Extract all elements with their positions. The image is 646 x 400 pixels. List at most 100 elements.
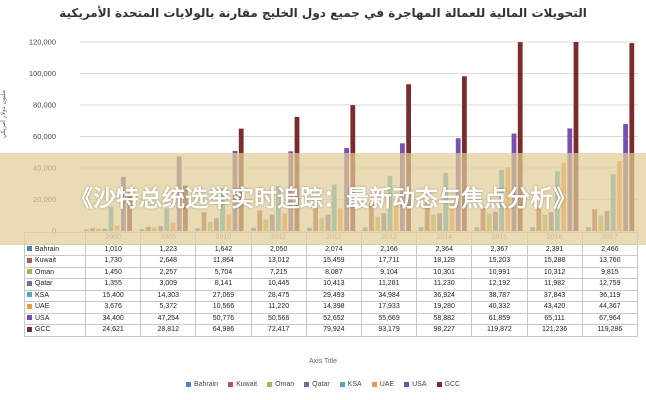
legend-swatch — [371, 381, 377, 387]
table-row: Qatar 1,355 3,009 8,141 10,445 10,413 11,281 11… — [24, 278, 639, 291]
data-table: 2000200520102011201220132014201520162017… — [24, 232, 639, 337]
table-cell: 12,192 — [471, 278, 528, 291]
table-cell: 13,760 — [581, 255, 639, 268]
series-swatch — [27, 280, 32, 286]
overlay-banner: 《沙特总统选举实时追踪：最新动态与焦点分析》 — [0, 153, 646, 245]
table-cell: 15,400 — [84, 289, 142, 302]
table-cell: 34,984 — [360, 289, 418, 302]
table-cell: 9,815 — [581, 266, 639, 279]
table-cell: 2,257 — [140, 266, 197, 279]
table-cell: 61,859 — [471, 312, 528, 325]
table-cell: 7,215 — [250, 266, 307, 279]
legend-item-bahrain: Bahrain — [185, 381, 218, 388]
table-cell: 36,119 — [581, 289, 639, 302]
table-cell: 1,010 — [84, 243, 142, 256]
table-cell: 5,704 — [195, 266, 252, 279]
table-cell: 3,676 — [84, 301, 142, 314]
series-swatch — [27, 315, 32, 321]
legend-label: UAE — [379, 381, 395, 388]
bar-gcc-2016 — [573, 42, 579, 231]
y-tick-label: 120,000 — [29, 38, 56, 47]
series-name: Bahrain — [35, 245, 60, 253]
table-cell: 43,420 — [526, 301, 583, 314]
table-cell: 52,652 — [305, 312, 362, 325]
legend: Bahrain Kuwait Oman Qatar KSA UAE USA GCC — [0, 381, 646, 388]
table-cell: 8,141 — [195, 278, 252, 291]
table-row: KSA 15,400 14,303 27,069 28,475 29,493 34,984 3… — [24, 289, 639, 302]
series-swatch — [27, 246, 32, 252]
table-cell: 36,924 — [416, 289, 473, 302]
table-cell: 2,364 — [416, 243, 473, 256]
table-row: Bahrain 1,010 1,223 1,642 2,050 2,074 2,166 2,3… — [24, 243, 639, 256]
table-cell: 67,964 — [581, 312, 639, 325]
table-cell: 2,074 — [305, 243, 362, 256]
legend-label: Qatar — [312, 381, 330, 388]
table-cell: 11,982 — [526, 278, 583, 291]
table-cell: 38,787 — [471, 289, 528, 302]
bar-gcc-2015 — [517, 42, 523, 232]
series-swatch — [27, 292, 32, 298]
table-row: Kuwait 1,730 2,648 11,864 13,012 15,459 17,711… — [24, 255, 639, 268]
table-cell: 2,050 — [250, 243, 307, 256]
table-cell: 11,230 — [416, 278, 473, 291]
table-row: Oman 1,450 2,257 5,704 7,215 8,087 9,104 10,301… — [24, 266, 639, 279]
legend-label: KSA — [347, 381, 362, 388]
series-swatch — [27, 257, 32, 263]
x-axis-label: Axis Title — [308, 358, 337, 365]
table-cell: 14,398 — [305, 301, 362, 314]
series-name: KSA — [35, 291, 50, 299]
table-cell: 44,367 — [581, 301, 639, 314]
table-cell: 34,400 — [84, 312, 142, 325]
table-cell: 119,286 — [581, 324, 639, 337]
legend-swatch — [304, 381, 310, 387]
y-tick-label: 100,000 — [29, 69, 56, 78]
legend-label: Oman — [275, 381, 295, 388]
legend-label: Kuwait — [236, 381, 258, 388]
table-cell: 12,759 — [581, 278, 639, 291]
table-cell: 15,203 — [471, 255, 528, 268]
table-cell: 14,303 — [140, 289, 197, 302]
legend-swatch — [436, 381, 442, 387]
legend-label: GCC — [444, 381, 461, 388]
series-name: UAE — [35, 303, 50, 311]
banner-text: 《沙特总统选举实时追踪：最新动态与焦点分析》 — [70, 185, 576, 212]
table-cell: 2,391 — [526, 243, 583, 256]
legend-swatch — [267, 381, 273, 387]
table-cell: 65,111 — [526, 312, 583, 325]
table-row-label: UAE — [24, 301, 86, 314]
series-name: Kuwait — [35, 257, 57, 265]
table-body: Bahrain 1,010 1,223 1,642 2,050 2,074 2,166 2,3… — [24, 243, 639, 337]
table-cell: 17,711 — [360, 255, 418, 268]
table-cell: 13,012 — [250, 255, 307, 268]
table-row: UAE 3,676 5,372 10,566 11,220 14,398 17,933 19,… — [24, 301, 639, 314]
table-cell: 27,069 — [195, 289, 252, 302]
legend-swatch — [339, 381, 345, 387]
table-cell: 28,475 — [250, 289, 307, 302]
table-cell: 2,367 — [471, 243, 528, 256]
table-cell: 121,236 — [526, 324, 583, 337]
table-cell: 8,087 — [305, 266, 362, 279]
table-cell: 2,166 — [360, 243, 418, 256]
table-cell: 15,459 — [305, 255, 362, 268]
legend-item-oman: Oman — [267, 381, 294, 388]
table-cell: 1,450 — [84, 266, 142, 279]
series-swatch — [27, 326, 32, 332]
table-cell: 11,281 — [360, 278, 418, 291]
table-row-label: Qatar — [24, 278, 86, 291]
table-cell: 47,254 — [140, 312, 197, 325]
legend-item-ksa: KSA — [339, 381, 362, 388]
table-cell: 19,280 — [416, 301, 473, 314]
table-cell: 10,991 — [471, 266, 528, 279]
table-cell: 11,864 — [195, 255, 252, 268]
table-cell: 17,933 — [360, 301, 418, 314]
bar-gcc-2017 — [629, 43, 635, 232]
table-row-label: Oman — [24, 266, 86, 279]
table-cell: 5,372 — [140, 301, 197, 314]
table-cell: 2,466 — [581, 243, 639, 256]
series-name: Qatar — [35, 280, 53, 288]
table-cell: 28,812 — [140, 324, 197, 337]
table-cell: 37,843 — [526, 289, 583, 302]
table-cell: 55,669 — [360, 312, 418, 325]
legend-item-qatar: Qatar — [304, 381, 330, 388]
legend-item-kuwait: Kuwait — [228, 381, 257, 388]
